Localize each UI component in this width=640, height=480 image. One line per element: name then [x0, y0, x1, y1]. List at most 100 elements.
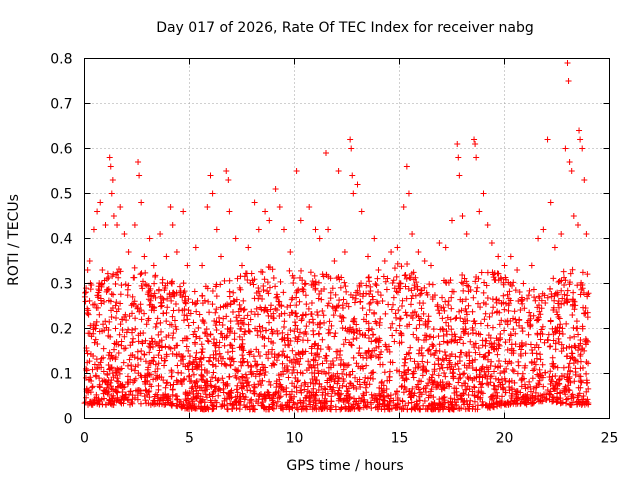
data-point [298, 316, 305, 323]
data-point [539, 374, 546, 381]
data-point [265, 290, 272, 297]
data-point [505, 295, 512, 302]
data-point [185, 307, 192, 314]
data-point [377, 315, 384, 322]
data-point [529, 350, 536, 357]
data-point [426, 346, 433, 353]
data-point [497, 336, 504, 343]
data-point [163, 309, 170, 316]
data-point [366, 278, 373, 285]
data-point [328, 398, 335, 405]
data-point [305, 305, 312, 312]
data-point [275, 389, 282, 396]
data-point [545, 331, 552, 338]
data-point [524, 319, 531, 326]
data-point [156, 286, 162, 293]
data-point [84, 305, 91, 312]
data-point [218, 360, 225, 367]
data-point [196, 311, 203, 318]
data-point [115, 378, 122, 385]
data-point [519, 324, 526, 331]
data-point [490, 271, 497, 278]
data-point [398, 332, 405, 339]
data-point [472, 349, 479, 356]
data-point [394, 244, 401, 251]
data-point [239, 319, 246, 326]
data-point [460, 390, 467, 397]
data-point [190, 391, 197, 398]
data-point [193, 349, 200, 356]
data-point [232, 372, 239, 379]
data-point [467, 338, 474, 345]
data-point [164, 379, 171, 386]
data-point [445, 399, 452, 406]
data-point [283, 385, 290, 392]
data-point [162, 343, 169, 350]
data-point [166, 321, 173, 328]
data-point [477, 304, 484, 311]
data-point [239, 352, 246, 359]
data-point [173, 396, 180, 403]
data-point [452, 337, 459, 344]
data-point [325, 300, 332, 307]
data-point [170, 289, 177, 296]
data-point [212, 363, 219, 370]
data-point [309, 403, 316, 410]
data-point [349, 172, 356, 179]
data-point [300, 288, 307, 295]
data-point [458, 395, 465, 402]
data-point [152, 361, 159, 368]
data-point [474, 393, 481, 400]
data-point [405, 366, 412, 373]
data-point [327, 295, 334, 302]
data-point [285, 366, 292, 373]
data-point [570, 297, 577, 304]
data-point [428, 262, 434, 269]
data-point [163, 380, 170, 387]
data-point [568, 168, 575, 174]
data-point [401, 362, 408, 369]
data-point [152, 391, 159, 398]
data-points [81, 60, 592, 413]
data-point [256, 352, 263, 359]
data-point [301, 281, 308, 288]
data-point [293, 302, 300, 309]
data-point [157, 293, 164, 300]
data-point [564, 298, 571, 305]
data-point [508, 332, 515, 339]
data-point [132, 363, 139, 370]
data-point [88, 401, 95, 408]
data-point [490, 400, 497, 407]
data-point [309, 375, 316, 382]
data-point [337, 347, 344, 354]
data-point [276, 298, 283, 305]
data-point [348, 342, 355, 349]
data-point [347, 291, 354, 298]
data-point [139, 339, 146, 346]
data-point [255, 348, 262, 355]
data-point [577, 336, 584, 343]
data-point [132, 325, 139, 332]
data-point [475, 345, 482, 352]
data-point [581, 177, 588, 183]
data-point [565, 386, 572, 393]
data-point [146, 340, 153, 347]
data-point [311, 272, 318, 279]
data-point [222, 381, 229, 388]
data-point [442, 298, 449, 305]
data-point [98, 283, 105, 290]
data-point [224, 349, 231, 356]
data-point [284, 354, 291, 361]
data-point [482, 402, 489, 409]
data-point [390, 277, 397, 284]
data-point [93, 356, 100, 363]
data-point [147, 344, 154, 351]
data-point [220, 315, 227, 322]
data-point [519, 300, 526, 307]
data-point [263, 306, 270, 313]
data-point [432, 349, 439, 356]
data-point [493, 389, 500, 396]
data-point [124, 362, 131, 369]
data-point [275, 352, 282, 359]
